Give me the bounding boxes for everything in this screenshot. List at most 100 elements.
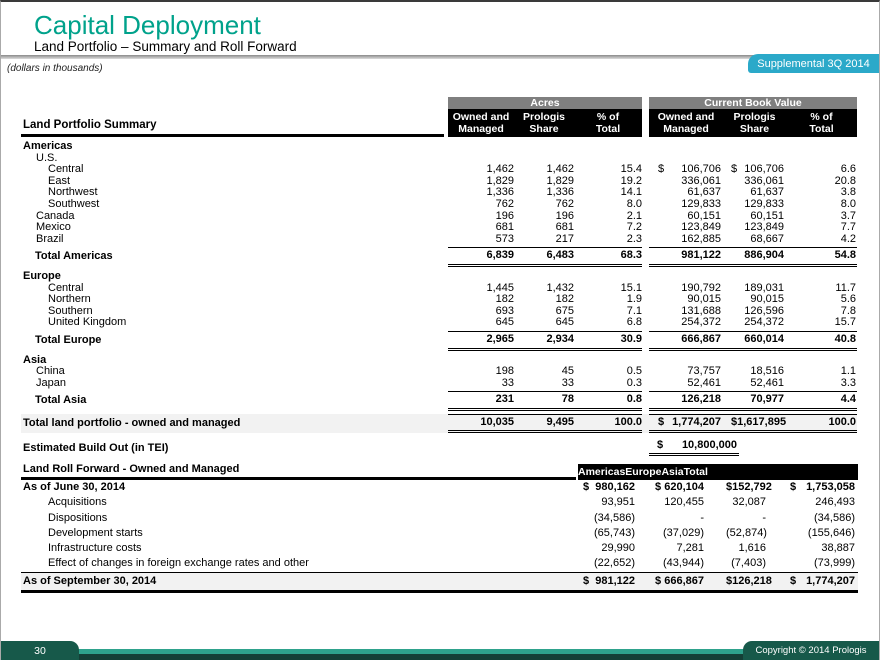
- acres-pct-cell: 15.4: [620, 163, 642, 176]
- group-gap: [642, 317, 649, 329]
- acres-share-cell: 6,483: [546, 249, 574, 262]
- table-row: Total Americas 6,839 6,483 68.3 981,122: [21, 247, 857, 267]
- book-value-cells: 190,792 189,031 11.7: [649, 281, 857, 295]
- cbv-owned-cell: 123,849: [681, 221, 721, 234]
- book-value-cells: $ 1,774,207 $ 1,617,895 100.0: [649, 413, 857, 434]
- dollar-sign: $: [726, 574, 733, 587]
- row-label: Northwest: [48, 186, 98, 199]
- cbv-pct-cell: 1.1: [840, 365, 856, 378]
- estimated-build-out: Estimated Build Out (in TEI) $ 10,800,00…: [21, 439, 857, 457]
- cbv-pct-cell: 20.8: [834, 174, 856, 187]
- acres-owned-cell: [448, 141, 514, 153]
- cbv-owned-cell: 61,637: [687, 186, 721, 199]
- cbv-owned-cell: $ 106,706: [658, 163, 721, 176]
- acres-owned-cell: 10,035: [480, 415, 514, 428]
- table-row: Americas: [21, 140, 857, 153]
- europe-cell: 120,455: [664, 496, 704, 509]
- group-gap: [642, 234, 649, 246]
- cbv-owned-cell: 131,688: [681, 304, 721, 317]
- acres-share-cell: 2,934: [546, 332, 574, 345]
- asia-cell: $ 126,218: [707, 573, 772, 590]
- roll-forward-section-title: Land Roll Forward - Owned and Managed: [21, 463, 576, 480]
- cbv-share-cell: 660,014: [744, 332, 784, 345]
- group-gap: [642, 109, 649, 137]
- cbv-owned-cell: 129,833: [681, 197, 721, 210]
- page-number-tab: 30: [1, 641, 79, 660]
- cbv-owned-cell: 336,061: [681, 174, 721, 187]
- summary-column-headers: Acres Current Book Value Owned and Manag…: [448, 97, 857, 137]
- acres-pct-cell: 0.5: [626, 365, 642, 378]
- cbv-pct-cell: 3.3: [840, 376, 856, 389]
- cbv-owned-cell: 126,218: [681, 393, 721, 406]
- acres-share-cell: 78: [561, 393, 574, 406]
- acres-cells: 645 645 6.8: [448, 317, 642, 329]
- table-row: Dispositions (34,586) - -: [21, 511, 858, 526]
- cbv-pct-cell: 8.0: [840, 197, 856, 210]
- page-title: Capital Deployment: [34, 10, 261, 40]
- group-gap: [642, 222, 649, 234]
- column-header: Europe: [625, 466, 662, 478]
- acres-pct-cell: 7.1: [626, 304, 642, 317]
- cbv-pct-cell: 100.0: [828, 415, 856, 428]
- summary-table-header: Land Portfolio Summary Acres Current Boo…: [21, 97, 857, 137]
- book-value-cells: 123,849 123,849 7.7: [649, 222, 857, 234]
- row-label: Total Europe: [35, 333, 102, 346]
- cbv-pct-cell: 5.6: [840, 293, 856, 306]
- acres-cells: 196 196 2.1: [448, 209, 642, 223]
- europe-cell: $ 666,867: [638, 573, 707, 590]
- americas-cell: 29,990: [601, 542, 635, 555]
- group-gap: [642, 331, 649, 351]
- acres-subheaders: Owned and Managed Prologis Share % of To…: [448, 109, 642, 137]
- acres-share-cell: 762: [555, 197, 574, 210]
- build-out-label: Estimated Build Out (in TEI): [23, 442, 169, 454]
- row-label: Southwest: [48, 197, 100, 210]
- book-value-cells: 666,867 660,014 40.8: [649, 330, 857, 351]
- acres-share-cell: 1,829: [546, 174, 574, 187]
- europe-cell: (43,944): [663, 557, 704, 570]
- acres-share-cell: 1,432: [546, 281, 574, 294]
- cbv-pct-cell: 7.8: [840, 304, 856, 317]
- acres-pct-cell: 1.9: [626, 293, 642, 306]
- row-label: Total land portfolio - owned and managed: [23, 416, 241, 429]
- acres-pct-cell: 2.3: [626, 232, 642, 245]
- asia-cell: $ 152,792: [707, 480, 772, 495]
- row-label: Effect of changes in foreign exchange ra…: [48, 557, 309, 570]
- table-row: Central 1,445 1,432 15.1 190,792: [21, 281, 857, 295]
- acres-owned-cell: 231: [495, 393, 514, 406]
- build-out-value: $ 10,800,000: [649, 439, 739, 456]
- acres-owned-cell: 1,336: [486, 186, 514, 199]
- cbv-pct-cell: [786, 271, 857, 283]
- cbv-pct-cell: 3.8: [840, 186, 856, 199]
- acres-owned-cell: 196: [495, 209, 514, 222]
- acres-pct-cell: 30.9: [620, 332, 642, 345]
- group-gap: [642, 306, 649, 318]
- cbv-pct-cell: 6.6: [840, 163, 856, 176]
- cbv-owned-cell: 190,792: [681, 281, 721, 294]
- group-gap: [642, 97, 649, 109]
- group-gap: [642, 176, 649, 188]
- col-prologis-share: Prologis Share: [733, 111, 776, 135]
- column-header: Asia: [661, 466, 684, 478]
- cbv-share-cell: 189,031: [744, 281, 784, 294]
- footer-accent-line: [1, 649, 879, 654]
- total-cell: 246,493: [815, 496, 855, 509]
- supplemental-badge: Supplemental 3Q 2014: [748, 54, 879, 73]
- dollar-sign: $: [655, 481, 662, 493]
- acres-share-cell: [514, 141, 574, 153]
- acres-share-cell: [514, 271, 574, 283]
- acres-owned-cell: 198: [495, 365, 514, 378]
- cbv-owned-cell: $ 1,774,207: [658, 415, 721, 428]
- table-row: Total Asia 231 78 0.8 126,218: [21, 391, 857, 411]
- group-gap: [642, 378, 649, 390]
- group-gap: [642, 271, 649, 283]
- acres-cells: 762 762 8.0: [448, 197, 642, 211]
- cbv-share-cell: 68,667: [750, 232, 784, 245]
- acres-cells: [448, 271, 642, 283]
- cbv-owned-cell: 254,372: [681, 316, 721, 329]
- cbv-pct-cell: 4.4: [840, 393, 856, 406]
- roll-forward-header: Land Roll Forward - Owned and Managed Am…: [21, 462, 858, 480]
- group-gap: [642, 366, 649, 378]
- acres-pct-cell: 8.0: [626, 197, 642, 210]
- acres-owned-cell: [448, 271, 514, 283]
- table-row: Japan 33 33 0.3 52,461: [21, 376, 857, 390]
